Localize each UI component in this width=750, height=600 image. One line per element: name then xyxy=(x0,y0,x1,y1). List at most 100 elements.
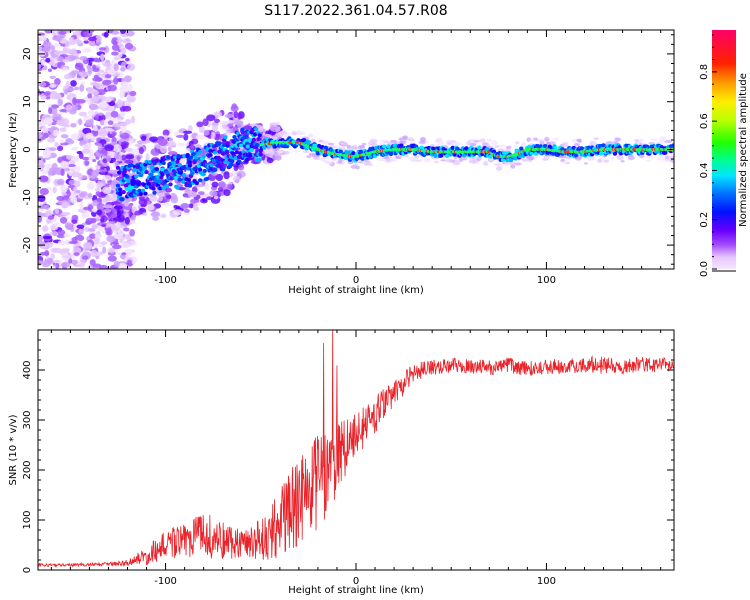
heatmap-cell xyxy=(64,30,74,33)
heatmap-cell xyxy=(183,133,189,141)
heatmap-cell xyxy=(48,107,53,115)
y-tick-label: 0 xyxy=(22,567,33,573)
heatmap-cell xyxy=(182,173,187,178)
heatmap-cell xyxy=(491,140,498,146)
heatmap-cell xyxy=(152,216,160,221)
heatmap-cell xyxy=(543,144,548,149)
heatmap-cell xyxy=(107,116,112,121)
heatmap-cell xyxy=(47,137,56,143)
heatmap-cell xyxy=(359,149,364,154)
heatmap-cell xyxy=(165,187,173,193)
heatmap-cell xyxy=(44,30,53,34)
heatmap-cell xyxy=(87,87,95,95)
heatmap-cell xyxy=(434,160,440,164)
heatmap-cell xyxy=(75,189,81,194)
heatmap-cell xyxy=(610,157,615,161)
heatmap-cell xyxy=(124,174,130,179)
heatmap-cell xyxy=(154,167,160,172)
heatmap-cell xyxy=(148,172,154,177)
heatmap-cell xyxy=(161,161,166,166)
heatmap-cell xyxy=(593,137,599,141)
heatmap-cell xyxy=(47,215,55,220)
heatmap-cell xyxy=(87,93,93,99)
heatmap-cell xyxy=(44,204,50,210)
heatmap-cell xyxy=(104,144,114,151)
heatmap-cell xyxy=(145,204,155,211)
heatmap-cell xyxy=(461,153,467,158)
heatmap-cell xyxy=(42,149,52,156)
heatmap-cell xyxy=(39,34,48,42)
heatmap-cell xyxy=(106,235,116,243)
heatmap-cell xyxy=(76,224,85,229)
heatmap-cell xyxy=(379,139,387,143)
snr-frame xyxy=(37,329,675,571)
heatmap-cell xyxy=(172,155,178,160)
heatmap-cell xyxy=(243,125,253,130)
heatmap-cell xyxy=(149,136,159,142)
heatmap-cell xyxy=(64,40,71,48)
heatmap-cell xyxy=(139,163,145,168)
heatmap-cell xyxy=(87,265,94,269)
heatmap-cell xyxy=(504,162,510,166)
heatmap-cell xyxy=(599,151,604,156)
heatmap-cell xyxy=(548,141,557,145)
heatmap-cell xyxy=(337,158,343,164)
heatmap-cell xyxy=(98,101,109,109)
heatmap-cell xyxy=(52,43,61,47)
heatmap-cell xyxy=(152,190,157,195)
heatmap-cell xyxy=(126,95,136,103)
heatmap-cell xyxy=(513,156,518,161)
heatmap-cell xyxy=(98,129,108,137)
heatmap-cell xyxy=(244,157,250,162)
heatmap-cell xyxy=(70,70,80,75)
heatmap-cell xyxy=(150,165,155,170)
heatmap-cell xyxy=(483,161,489,166)
heatmap-cell xyxy=(645,159,652,162)
heatmap-cell xyxy=(140,188,146,193)
heatmap-cell xyxy=(209,190,218,197)
heatmap-cell xyxy=(120,111,125,118)
heatmap-cell xyxy=(192,203,198,211)
heatmap-cell xyxy=(50,253,56,260)
heatmap-cell xyxy=(107,169,118,174)
heatmap-cell xyxy=(138,196,146,200)
heatmap-cell xyxy=(650,138,658,141)
heatmap-cell xyxy=(419,145,425,150)
heatmap-cell xyxy=(230,159,235,164)
heatmap-cell xyxy=(533,137,538,141)
heatmap-cell xyxy=(55,262,60,269)
heatmap-cell xyxy=(110,110,119,118)
heatmap-cell xyxy=(106,98,112,103)
heatmap-cell xyxy=(103,31,109,38)
heatmap-cell xyxy=(527,159,533,163)
heatmap-cell xyxy=(73,77,83,81)
heatmap-cell xyxy=(53,50,64,56)
x-tick-label: 100 xyxy=(537,576,556,587)
heatmap-cell xyxy=(151,186,156,191)
heatmap-cell xyxy=(92,130,99,137)
heatmap-cell xyxy=(297,131,306,135)
heatmap-cell xyxy=(150,148,161,156)
heatmap-cell xyxy=(257,157,262,162)
heatmap-cell xyxy=(107,71,117,75)
heatmap-cell xyxy=(134,143,144,148)
heatmap-cell xyxy=(494,163,501,166)
heatmap-cell xyxy=(67,164,76,168)
heatmap-cell xyxy=(128,139,134,145)
heatmap-cell xyxy=(418,140,426,145)
heatmap-cell xyxy=(100,215,108,223)
heatmap-cell xyxy=(627,155,635,161)
heatmap-cell xyxy=(54,208,60,215)
heatmap-cell xyxy=(562,142,569,145)
heatmap-cell xyxy=(308,133,315,138)
heatmap-cell xyxy=(93,57,99,63)
heatmap-cell xyxy=(355,165,360,170)
heatmap-cell xyxy=(111,51,119,56)
heatmap-cell xyxy=(78,118,83,126)
heatmap-cell xyxy=(125,30,135,37)
heatmap-cell xyxy=(125,57,130,62)
heatmap-cell xyxy=(268,151,275,156)
heatmap-cell xyxy=(452,160,460,166)
heatmap-cell xyxy=(70,227,75,233)
